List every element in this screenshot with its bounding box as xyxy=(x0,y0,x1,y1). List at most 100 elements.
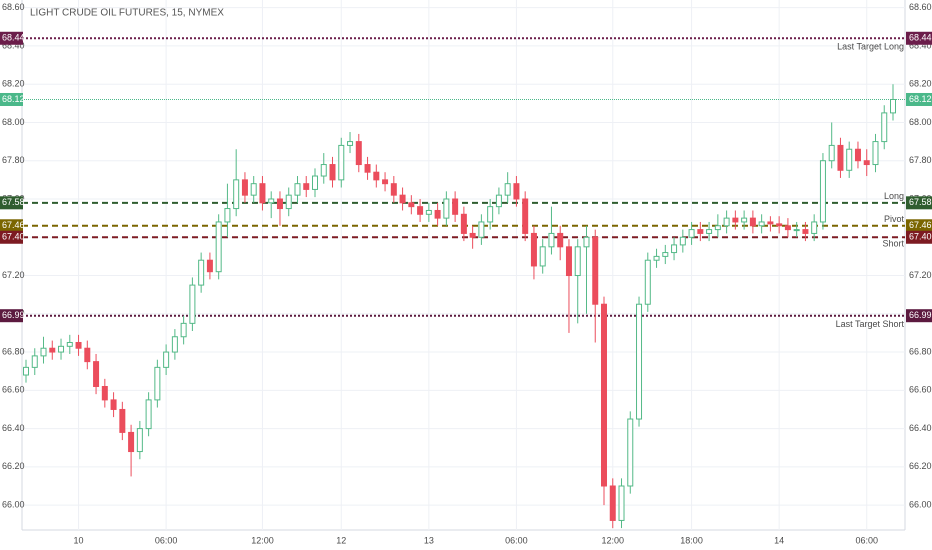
candle-body xyxy=(767,221,774,225)
candle-body xyxy=(241,179,248,196)
candle-body xyxy=(347,141,354,146)
candle-body xyxy=(601,303,607,487)
y-tick-label-left: 66.40 xyxy=(2,423,25,433)
y-tick-label-right: 67.20 xyxy=(909,270,932,280)
candle-body xyxy=(592,236,599,305)
candle-body xyxy=(504,183,511,196)
y-tick-label-left: 68.00 xyxy=(2,117,25,127)
candle-body xyxy=(329,164,336,181)
level-badge-left xyxy=(0,230,23,244)
candle-body xyxy=(268,198,275,204)
candle-body xyxy=(294,183,301,196)
level-label: Pivot xyxy=(884,214,905,224)
y-tick-label-left: 67.20 xyxy=(2,270,25,280)
candle-body xyxy=(872,141,879,166)
candle-body xyxy=(530,232,537,267)
candle-body xyxy=(136,428,143,453)
candle-body xyxy=(609,485,616,521)
candle-body xyxy=(557,232,564,248)
y-tick-label-right: 68.20 xyxy=(909,79,932,89)
candle-body xyxy=(574,246,581,277)
candle-body xyxy=(198,259,205,286)
candle-body xyxy=(189,284,196,324)
candle-body xyxy=(75,341,82,349)
y-tick-label-left: 66.80 xyxy=(2,346,25,356)
candle-body xyxy=(758,221,765,227)
x-tick-label: 06:00 xyxy=(505,535,528,545)
last-price-badge-right xyxy=(906,92,932,106)
candle-body xyxy=(276,198,283,210)
candle-body xyxy=(802,229,809,234)
candle-body xyxy=(390,183,397,196)
y-tick-label-left: 68.20 xyxy=(2,79,25,89)
y-tick-label-right: 68.60 xyxy=(909,2,932,12)
candle-body xyxy=(714,225,721,231)
candle-body xyxy=(154,366,161,401)
candle-body xyxy=(784,225,791,231)
level-label: Last Target Short xyxy=(836,319,905,329)
candle-body xyxy=(408,202,415,208)
candle-body xyxy=(671,244,678,254)
candle-body xyxy=(776,223,783,227)
level-badge-left xyxy=(0,31,23,45)
candle-body xyxy=(259,183,266,204)
candle-body xyxy=(110,399,117,410)
candle-body xyxy=(487,206,494,223)
candle-body xyxy=(425,209,432,215)
candle-body xyxy=(890,98,896,114)
x-tick-label: 18:00 xyxy=(680,535,703,545)
candle-body xyxy=(881,112,888,143)
candle-body xyxy=(355,141,362,166)
level-badge-text-right: 67.46 xyxy=(909,220,932,230)
y-tick-label-left: 67.80 xyxy=(2,155,25,165)
candle-body xyxy=(434,209,441,219)
candle-body xyxy=(145,399,152,430)
candle-body xyxy=(706,229,713,234)
y-tick-label-right: 68.40 xyxy=(909,40,932,50)
level-badge-text-right: 67.40 xyxy=(909,232,932,242)
level-badge-left xyxy=(0,309,23,323)
level-badge-left xyxy=(0,219,23,233)
candle-body xyxy=(443,198,450,219)
candle-body xyxy=(627,418,634,487)
level-badge-text-right: 68.44 xyxy=(909,33,932,43)
candle-body xyxy=(320,164,327,177)
x-tick-label: 10 xyxy=(74,535,84,545)
candle-body xyxy=(399,194,406,204)
y-tick-label-left: 68.40 xyxy=(2,40,25,50)
y-tick-label-right: 68.00 xyxy=(909,117,932,127)
candle-body xyxy=(206,259,213,273)
candle-body xyxy=(250,183,257,196)
candle-body xyxy=(338,144,345,181)
candle-body xyxy=(460,213,467,234)
candle-body xyxy=(495,194,502,208)
candle-body xyxy=(644,259,651,305)
y-tick-label-right: 67.80 xyxy=(909,155,932,165)
candle-body xyxy=(128,431,135,453)
y-tick-label-right: 66.20 xyxy=(909,461,932,471)
level-badge-text-left: 67.40 xyxy=(2,232,25,242)
candle-body xyxy=(828,144,835,162)
candle-body xyxy=(653,255,660,261)
candle-body xyxy=(732,217,739,223)
candle-body xyxy=(101,385,108,401)
last-price-badge-text-left: 68.12 xyxy=(2,94,25,104)
candle-body xyxy=(539,246,546,267)
candle-body xyxy=(749,217,756,227)
candle-body xyxy=(679,236,686,246)
candle-body xyxy=(23,366,29,376)
candle-body xyxy=(662,252,669,257)
candle-body xyxy=(119,408,126,433)
candle-body xyxy=(636,303,643,420)
y-tick-label-right: 66.40 xyxy=(909,423,932,433)
level-badge-text-left: 66.99 xyxy=(2,310,25,320)
candle-body xyxy=(846,148,853,171)
candle-body xyxy=(31,355,38,368)
y-tick-label-left: 66.60 xyxy=(2,385,25,395)
candle-body xyxy=(513,183,520,200)
candle-body xyxy=(93,361,100,387)
x-tick-label: 12:00 xyxy=(251,535,274,545)
y-tick-label-left: 66.20 xyxy=(2,461,25,471)
candle-body xyxy=(303,183,310,190)
